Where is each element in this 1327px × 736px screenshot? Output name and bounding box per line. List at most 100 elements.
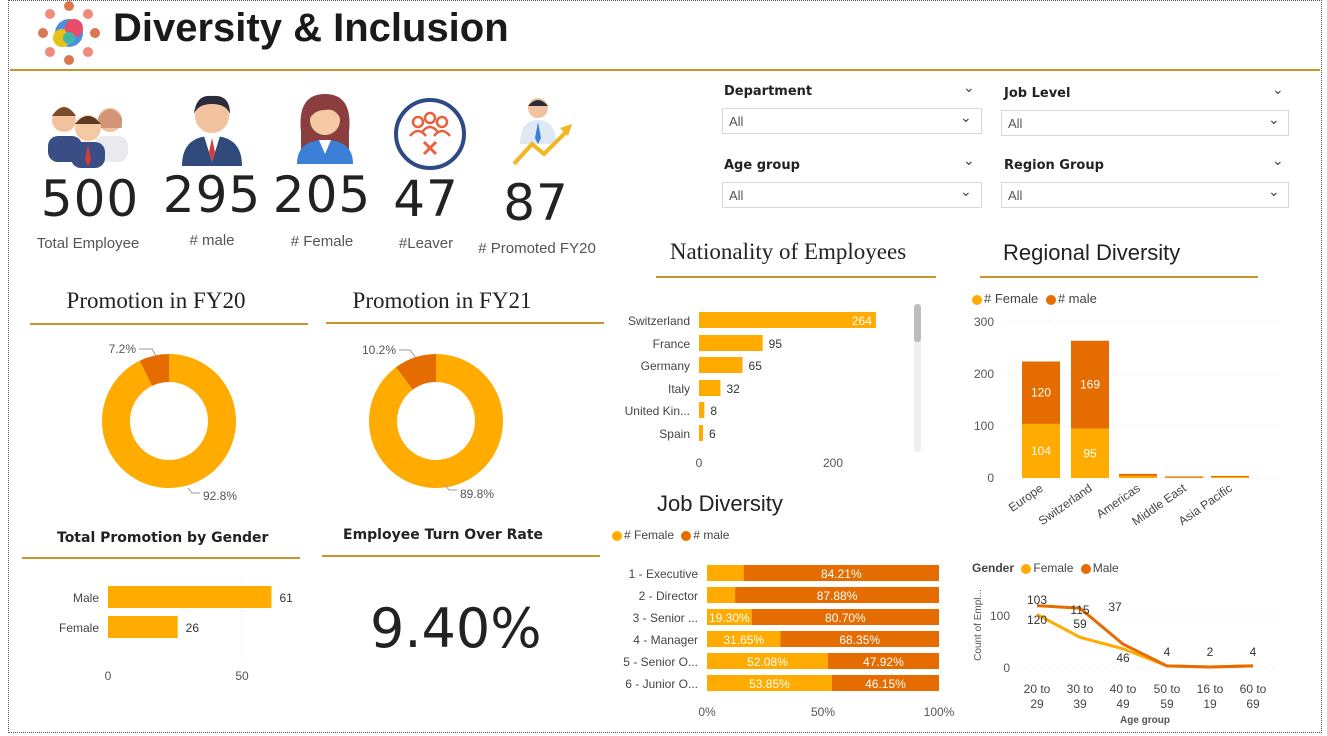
filter-joblevel-value: All (1008, 116, 1023, 131)
filter-department-collapse-icon[interactable]: ⌄ (963, 80, 975, 96)
promo-gender-category: Male (73, 591, 99, 605)
filter-region-collapse-icon[interactable]: ⌄ (1272, 153, 1284, 169)
filter-joblevel-collapse-icon[interactable]: ⌄ (1272, 82, 1284, 98)
legend-male-label: # male (693, 528, 730, 542)
job-label-male: 80.70% (825, 611, 866, 625)
job-bar-female (707, 587, 736, 603)
nationality-data-label: 32 (726, 382, 740, 396)
regional-stacked-chart: 0100200300104120Europe95169SwitzerlandAm… (974, 315, 1278, 528)
regional-bar-female (1165, 477, 1203, 478)
nationality-scrollbar[interactable] (914, 304, 921, 452)
nationality-category-label: Germany (641, 359, 690, 373)
regional-y-tick: 100 (974, 419, 994, 433)
line-point-label: 37 (1108, 600, 1122, 614)
kpi-male-value: 295 (162, 166, 262, 224)
line-point-label: 120 (1027, 613, 1047, 627)
job-category-label: 6 - Junior O... (625, 677, 698, 691)
job-x-tick: 50% (811, 705, 835, 719)
regional-bar-male (1119, 473, 1157, 476)
filter-department-dropdown[interactable]: All (722, 108, 982, 134)
donut-label-small: 10.2% (362, 343, 396, 357)
kpi-male-label: # male (189, 232, 235, 249)
line-y-tick: 100 (990, 609, 1010, 623)
nationality-scroll-thumb[interactable] (914, 304, 921, 342)
line-point-label: 103 (1027, 593, 1047, 607)
donut-leader-line (187, 487, 200, 494)
job-label-female: 19.30% (709, 611, 750, 625)
line-x-tick: 20 to (1024, 682, 1051, 696)
job-category-label: 4 - Manager (633, 633, 698, 647)
chevron-down-icon[interactable]: ⌄ (1268, 184, 1280, 200)
line-series-male (1036, 604, 1254, 669)
filter-department-value: All (729, 114, 744, 129)
line-x-tick: 60 to (1240, 682, 1267, 696)
regional-divider (980, 276, 1258, 278)
regional-label-female: 104 (1031, 444, 1051, 458)
job-bar-female (707, 631, 781, 647)
donut-slice (395, 354, 436, 390)
job-bar-female (707, 565, 744, 581)
filter-region-label: Region Group (1004, 158, 1104, 173)
job-x-tick: 100% (924, 705, 955, 719)
legend-female-dot (1021, 563, 1032, 574)
promo-fy20-donut-chart: 7.2% 92.8% (102, 342, 237, 503)
filter-joblevel-dropdown[interactable]: All (1001, 110, 1289, 136)
gender-legend-title: Gender (972, 561, 1015, 575)
legend-female-label: Female (1033, 561, 1074, 575)
nationality-data-label: 95 (769, 337, 783, 351)
group-icon (48, 107, 128, 168)
promotion-icon (512, 98, 572, 166)
kpi-female-label: # Female (290, 233, 354, 250)
filter-region-dropdown[interactable]: All (1001, 182, 1289, 208)
job-category-label: 3 - Senior ... (633, 611, 698, 625)
kpi-promoted-value: 87 (503, 174, 569, 232)
leaver-icon (394, 98, 466, 170)
regional-category-label: Switzerland (1036, 481, 1095, 528)
legend-male-label: Male (1092, 561, 1119, 575)
age-gender-line-chart: 0 100 Count of Empl... 103 120 59 37 46 4 2 4 115 20… (973, 589, 1275, 726)
donut-slice (369, 354, 503, 488)
job-bar-female (707, 653, 828, 669)
nationality-bar (699, 312, 876, 328)
regional-label-male: 120 (1031, 386, 1051, 400)
chevron-down-icon[interactable]: ⌄ (960, 110, 972, 126)
regional-y-tick: 300 (974, 315, 994, 329)
legend-male-dot (681, 530, 692, 541)
filter-agegroup-collapse-icon[interactable]: ⌄ (963, 153, 975, 169)
donut-leader-line (139, 348, 157, 357)
job-bar-male (831, 675, 939, 691)
line-point-label: 59 (1073, 617, 1087, 631)
chevron-down-icon[interactable]: ⌄ (1268, 112, 1280, 128)
job-category-label: 2 - Director (639, 589, 698, 603)
job-label-male: 84.21% (821, 567, 862, 581)
donut-slice (102, 354, 237, 488)
filter-agegroup-dropdown[interactable]: All (722, 182, 982, 208)
legend-male-dot (1045, 294, 1056, 305)
donut-leader-line (399, 349, 417, 359)
job-label-male: 47.92% (863, 655, 904, 669)
woman-icon (297, 94, 353, 164)
promo-gender-chart: Male 61 Female 26 0 50 (59, 578, 293, 683)
job-diversity-title: Job Diversity (657, 491, 783, 516)
line-x-tick: 50 to (1154, 682, 1181, 696)
job-label-male: 87.88% (817, 589, 858, 603)
job-bar-male (735, 587, 939, 603)
job-bar-male (827, 653, 939, 669)
regional-bar-male (1071, 340, 1109, 429)
donut-label-large: 92.8% (203, 489, 237, 503)
job-bar-male (780, 631, 939, 647)
line-y-label: Count of Empl... (973, 589, 984, 661)
promo-gender-x-tick: 0 (105, 669, 112, 683)
nationality-bar (699, 335, 763, 351)
legend-female-dot (612, 530, 622, 541)
promo-gender-x-tick: 50 (235, 669, 249, 683)
promo-fy20-divider (30, 323, 308, 325)
promo-gender-value: 61 (279, 591, 293, 605)
legend-female-label: # Female (984, 291, 1039, 306)
filter-agegroup-label: Age group (724, 158, 800, 173)
chevron-down-icon[interactable]: ⌄ (960, 184, 972, 200)
regional-y-tick: 200 (974, 367, 994, 381)
nationality-x-tick: 200 (823, 456, 843, 470)
nationality-data-label: 264 (852, 314, 872, 328)
regional-bar-female (1119, 475, 1157, 478)
